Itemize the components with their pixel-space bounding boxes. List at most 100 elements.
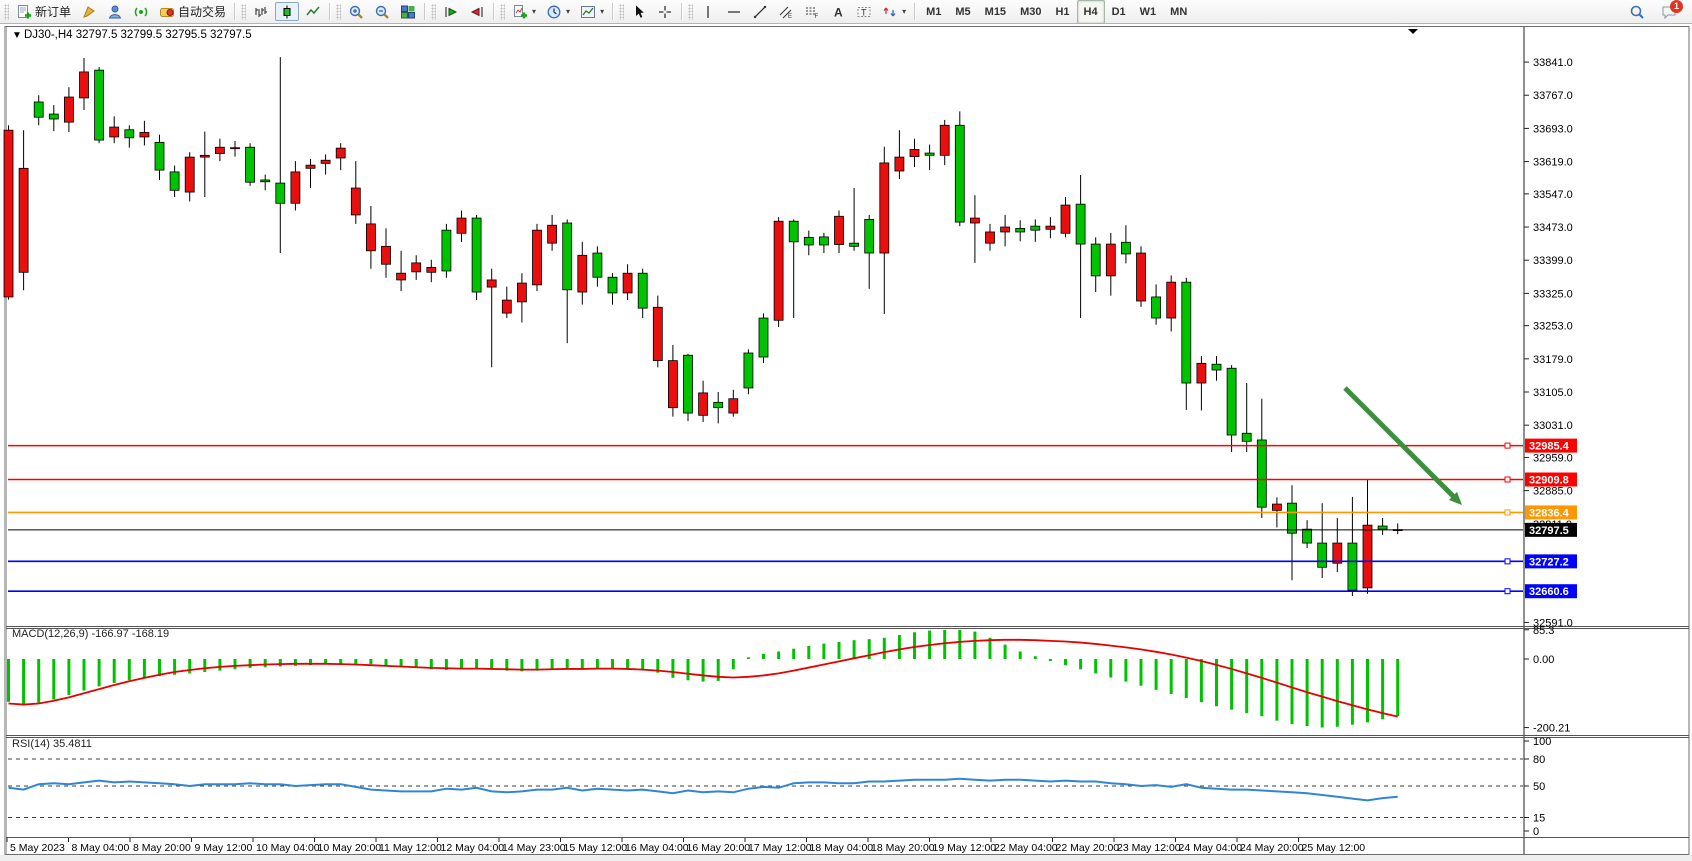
time-tick-label: 19 May 12:00 — [933, 842, 997, 854]
candle-body — [335, 147, 346, 159]
auto-scroll-icon[interactable] — [439, 2, 463, 21]
toolbar-grip — [688, 3, 694, 20]
candle-body — [562, 222, 573, 291]
candle-body — [743, 352, 754, 389]
shift-marker-icon[interactable] — [1408, 29, 1418, 34]
styler-icon[interactable] — [77, 2, 101, 21]
timeframe-m1[interactable]: M1 — [926, 5, 942, 18]
arrows-icon — [882, 4, 898, 20]
candle-body — [728, 398, 739, 414]
timeframe-m5[interactable]: M5 — [955, 5, 971, 18]
candle-body — [1000, 226, 1010, 233]
price-tick-label: 33547.0 — [1533, 189, 1573, 201]
time-tick-label: 16 May 20:00 — [687, 842, 751, 854]
candle-body — [411, 262, 422, 273]
timeframe-mn[interactable]: MN — [1170, 5, 1188, 18]
candle-body — [1226, 367, 1237, 436]
chart-expander-icon[interactable]: ▼ — [12, 30, 22, 41]
bar-chart-icon[interactable] — [249, 2, 273, 21]
hline-handle[interactable] — [1504, 509, 1511, 516]
svg-text:A: A — [834, 5, 843, 19]
candle-body — [1347, 542, 1358, 591]
time-tick-label: 14 May 23:00 — [502, 842, 566, 854]
trendline-icon[interactable] — [748, 2, 772, 21]
timeframe-m15[interactable]: M15 — [984, 5, 1007, 18]
candle-body — [864, 219, 875, 254]
timeframe-h4[interactable]: H4 — [1076, 0, 1105, 24]
arrows-icon[interactable]: ▾ — [878, 2, 910, 21]
fibonacci-icon: F — [804, 4, 820, 20]
candle-body — [1105, 243, 1116, 277]
timeframe-w1[interactable]: W1 — [1139, 5, 1157, 18]
chart-shift-icon[interactable] — [465, 2, 489, 21]
template-icon[interactable]: ▾ — [576, 2, 608, 21]
search-icon[interactable] — [1625, 2, 1649, 21]
hline-handle[interactable] — [1504, 442, 1511, 449]
chat-icon[interactable]: 1 — [1657, 0, 1683, 21]
candle-chart-icon[interactable] — [275, 2, 300, 21]
time-tick-label: 22 May 04:00 — [994, 842, 1058, 854]
toolbar-separator — [914, 3, 917, 20]
hline-icon[interactable] — [722, 2, 746, 21]
hline-handle[interactable] — [1504, 558, 1511, 565]
toolbar-separator — [681, 3, 684, 20]
fibonacci-icon[interactable]: F — [800, 2, 824, 21]
channel-icon[interactable]: E — [774, 2, 798, 21]
periods-icon[interactable]: ▾ — [542, 2, 574, 21]
signal-icon[interactable] — [129, 2, 153, 21]
candle-body — [1151, 296, 1161, 319]
toolbar-group-2 — [343, 0, 421, 24]
candle-body — [1015, 227, 1026, 233]
hline-price-tag — [1525, 584, 1577, 599]
candle-body — [486, 279, 497, 288]
rsi-tick-label: 50 — [1533, 781, 1545, 793]
hline-handle[interactable] — [1504, 588, 1511, 595]
crosshair-icon[interactable] — [653, 2, 677, 21]
cursor-icon[interactable] — [627, 2, 651, 21]
candle-body — [260, 179, 271, 183]
candle-body — [1302, 528, 1312, 544]
price-tick-label: 33619.0 — [1533, 157, 1573, 169]
new-order-button[interactable]: 新订单 — [12, 2, 75, 21]
candle-body — [834, 215, 844, 245]
time-tick-label: 17 May 12:00 — [748, 842, 812, 854]
chart-window[interactable]: 33841.0 33767.0 33693.0 33619.0 33547.0 33473… — [0, 24, 1692, 861]
candle-body — [894, 156, 905, 172]
candle-body — [758, 317, 769, 358]
line-chart-icon[interactable] — [301, 2, 325, 21]
candle-body — [1121, 241, 1131, 255]
periods-icon — [546, 4, 562, 20]
annotation-arrow-head[interactable] — [1448, 491, 1462, 505]
price-tick-label: 33767.0 — [1533, 90, 1573, 102]
macd-tick-label: 85.3 — [1533, 625, 1554, 637]
profile-icon[interactable] — [103, 2, 127, 21]
timeframe-h1[interactable]: H1 — [1055, 5, 1070, 18]
timeframe-group: M1 M5 M15 M30 H1 H4 D1 W1 MN — [919, 0, 1194, 24]
tile-windows-icon[interactable] — [396, 2, 420, 21]
text-icon[interactable]: A — [826, 2, 850, 21]
label-icon[interactable]: T — [852, 2, 876, 21]
candle-body — [1090, 243, 1101, 277]
candle-body — [683, 354, 693, 414]
candle-body — [909, 149, 920, 158]
indicators-icon[interactable]: ▾ — [508, 2, 540, 21]
zoom-out-icon[interactable] — [370, 2, 394, 21]
timeframe-m30[interactable]: M30 — [1020, 5, 1042, 18]
annotation-arrow[interactable] — [1343, 386, 1457, 500]
toolbar-grip — [431, 3, 437, 20]
hline-handle[interactable] — [1504, 476, 1511, 483]
price-tick-label: 33105.0 — [1533, 387, 1573, 399]
chart-canvas[interactable]: 33841.0 33767.0 33693.0 33619.0 33547.0 33473… — [0, 24, 1692, 861]
chart-frame — [4, 26, 1690, 855]
timeframe-d1[interactable]: D1 — [1111, 5, 1126, 18]
toolbar-separator — [329, 3, 332, 20]
vline-icon[interactable] — [696, 2, 720, 21]
hline-price-tag-label: 32985.4 — [1529, 441, 1570, 453]
autotrade-button[interactable]: 自动交易 — [155, 2, 230, 21]
rsi-label: RSI(14) 35.4811 — [12, 738, 92, 750]
zoom-in-icon — [348, 4, 364, 20]
candle-body — [1196, 362, 1207, 384]
candle-body — [426, 266, 437, 273]
toolbar-separator — [424, 3, 427, 20]
zoom-in-icon[interactable] — [344, 2, 368, 21]
